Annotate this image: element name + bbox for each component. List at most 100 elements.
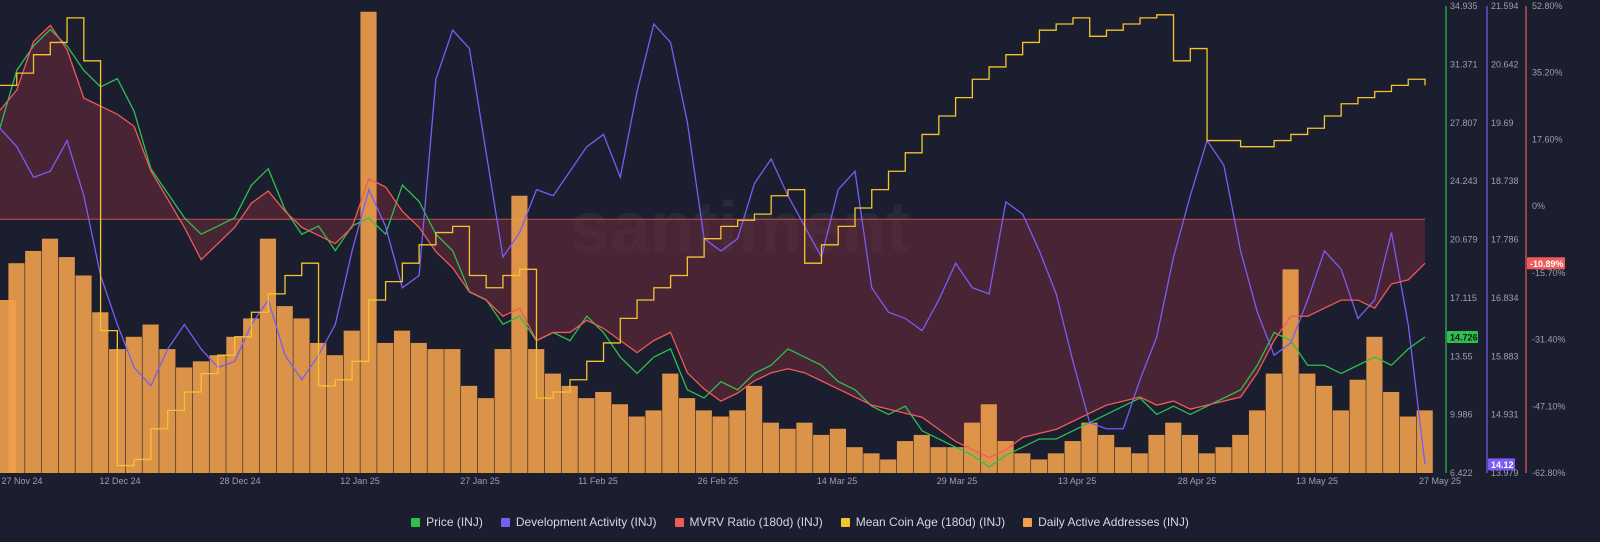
- price-tick: 34.935: [1450, 1, 1478, 11]
- daa-bar: [192, 361, 209, 473]
- mvrv-current-value: -10.89%: [1530, 259, 1564, 269]
- mean-coin-age-line: [0, 14, 1426, 467]
- legend-item-mean-coin-age[interactable]: Mean Coin Age (180d) (INJ): [840, 515, 1006, 529]
- daa-bar: [963, 422, 981, 473]
- daa-bar: [595, 391, 612, 473]
- x-tick-label: 27 May 25: [1419, 476, 1461, 486]
- mvrv-current-badge: [1527, 257, 1565, 270]
- daa-bar: [1282, 269, 1299, 473]
- daa-bar: [1215, 447, 1232, 473]
- axes-layer: 34.935 31.371 27.807 24.243 20.679 17.115 13.5…: [1445, 1, 1566, 478]
- mvrv-tick: 17.60%: [1532, 134, 1563, 144]
- daa-bar: [8, 263, 25, 473]
- mvrv-fill-layer: [0, 25, 1425, 458]
- daa-bar: [209, 355, 226, 473]
- daa-bar: [226, 336, 243, 473]
- daa-bar: [1014, 453, 1031, 473]
- daily-active-addresses-bars: [0, 11, 1433, 474]
- x-tick-label: 12 Jan 25: [340, 476, 380, 486]
- daa-bar: [913, 434, 930, 473]
- daa-bar: [1131, 453, 1148, 473]
- daa-bar: [1198, 453, 1215, 473]
- daa-bar: [176, 367, 193, 473]
- legend-item-dev-activity[interactable]: Development Activity (INJ): [500, 515, 657, 529]
- daa-bar: [1081, 422, 1098, 473]
- daa-bar: [461, 385, 478, 473]
- legend-item-price[interactable]: Price (INJ): [411, 515, 483, 529]
- legend-swatch-mvrv: [674, 517, 684, 527]
- x-tick-label: 11 Feb 25: [578, 476, 618, 486]
- x-tick-label: 13 May 25: [1296, 476, 1338, 486]
- price-tick: 31.371: [1450, 59, 1478, 69]
- daa-bar: [762, 422, 779, 473]
- daa-bar: [1148, 434, 1165, 473]
- x-tick-label: 28 Apr 25: [1178, 476, 1217, 486]
- daa-bar: [997, 441, 1014, 473]
- legend-label-price: Price (INJ): [426, 515, 483, 529]
- dev_activity-tick: 13.979: [1491, 468, 1519, 478]
- series-lines: [0, 14, 1426, 468]
- daa-bar: [779, 428, 796, 473]
- price-tick: 20.679: [1450, 235, 1478, 245]
- x-tick-label: 27 Nov 24: [1, 476, 42, 486]
- daa-bar: [611, 404, 629, 473]
- price-line: [0, 28, 1426, 468]
- daa-bar: [393, 330, 411, 473]
- mvrv-ratio-line: [0, 24, 1426, 459]
- daa-bar: [662, 373, 679, 473]
- x-tick-label: 12 Dec 24: [99, 476, 140, 486]
- daa-bar: [813, 434, 830, 473]
- daa-bar: [645, 410, 662, 473]
- x-tick-label: 27 Jan 25: [460, 476, 500, 486]
- mvrv-tick: 0%: [1532, 201, 1545, 211]
- daa-bar: [695, 410, 712, 473]
- daa-bar: [142, 324, 159, 473]
- daa-bar: [494, 349, 511, 473]
- mvrv-tick: -31.40%: [1532, 335, 1566, 345]
- daa-bar: [92, 312, 109, 473]
- legend-label-mvrv: MVRV Ratio (180d) (INJ): [689, 515, 823, 529]
- daa-bar: [1165, 422, 1182, 473]
- dev_activity-tick: 16.834: [1491, 293, 1519, 303]
- mvrv-tick: 35.20%: [1532, 68, 1563, 78]
- daa-bar: [343, 330, 360, 473]
- legend-label-mean-coin-age: Mean Coin Age (180d) (INJ): [855, 515, 1006, 529]
- legend-item-daily-active-addresses[interactable]: Daily Active Addresses (INJ): [1023, 515, 1189, 529]
- daa-bar: [243, 318, 260, 473]
- x-tick-label: 14 Mar 25: [817, 476, 858, 486]
- mvrv-tick: -62.80%: [1532, 468, 1566, 478]
- price-tick: 27.807: [1450, 118, 1478, 128]
- mvrv-tick: 52.80%: [1532, 1, 1563, 11]
- daa-bar: [796, 422, 813, 473]
- dev_activity-tick: 19.69: [1491, 118, 1514, 128]
- daa-bar: [293, 318, 310, 473]
- daa-bar: [427, 349, 444, 473]
- daa-bar: [1232, 434, 1249, 473]
- daa-bar: [25, 250, 42, 473]
- daa-bar: [1349, 379, 1366, 473]
- daa-bar: [259, 238, 277, 473]
- price-tick: 13.55: [1450, 351, 1473, 361]
- daa-bar: [1366, 336, 1383, 473]
- price-tick: 24.243: [1450, 176, 1478, 186]
- daa-bar: [829, 428, 847, 473]
- daa-bar: [628, 416, 645, 473]
- daa-bar: [947, 447, 964, 473]
- mvrv-tick: -15.70%: [1532, 268, 1566, 278]
- daa-bar: [880, 459, 897, 473]
- daa-bar: [477, 398, 494, 473]
- daa-bar: [58, 257, 75, 473]
- x-tick-label: 13 Apr 25: [1058, 476, 1097, 486]
- daa-bar: [1047, 453, 1064, 473]
- x-tick-label: 28 Dec 24: [219, 476, 260, 486]
- daa-bar: [1399, 416, 1417, 473]
- daa-bar: [528, 349, 545, 473]
- daa-bar: [1114, 447, 1132, 473]
- daa-bar: [1383, 391, 1400, 473]
- daa-bar: [578, 398, 595, 473]
- dev_activity-tick: 15.883: [1491, 351, 1519, 361]
- daa-bar: [896, 441, 914, 473]
- legend-item-mvrv[interactable]: MVRV Ratio (180d) (INJ): [674, 515, 823, 529]
- daa-bar: [310, 342, 327, 473]
